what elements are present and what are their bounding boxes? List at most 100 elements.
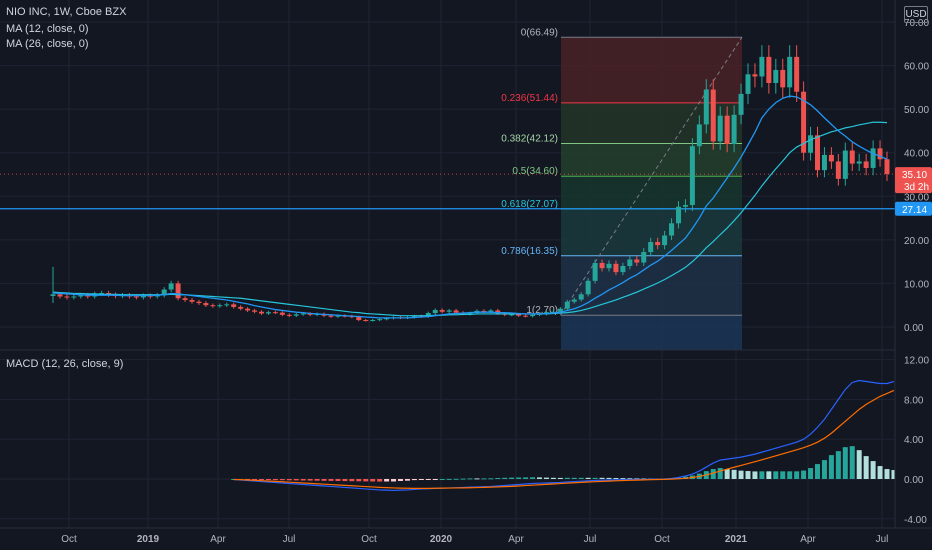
candle-body	[863, 161, 869, 168]
macd-tick-label: 12.00	[904, 356, 929, 367]
candle-body	[849, 150, 855, 164]
candle-body	[634, 259, 640, 263]
candle-body	[453, 310, 459, 313]
candle-body	[439, 310, 445, 312]
macd-histogram-bar	[606, 477, 612, 479]
macd-histogram-bar	[502, 477, 508, 479]
candle-body	[801, 91, 807, 153]
macd-histogram-bar	[286, 479, 292, 481]
macd-histogram-bar	[613, 478, 619, 480]
macd-histogram-bar	[259, 479, 264, 480]
macd-histogram-bar	[766, 471, 772, 479]
macd-histogram-bar	[870, 461, 876, 479]
macd-histogram-bar	[773, 471, 779, 479]
candle-body	[648, 242, 654, 253]
price-tick-label: 10.00	[904, 279, 929, 290]
macd-histogram-bar	[821, 460, 827, 479]
macd-histogram-bar	[835, 451, 841, 479]
candle-body	[773, 69, 779, 84]
legend-macd[interactable]: MACD (12, 26, close, 9)	[6, 358, 124, 370]
candle-body	[57, 294, 63, 297]
candle-body	[140, 295, 146, 298]
candle-body	[488, 310, 494, 312]
macd-histogram-bar	[856, 450, 862, 479]
candle-body	[99, 293, 105, 295]
macd-histogram-bar	[418, 479, 424, 480]
candle-body	[689, 146, 695, 206]
candle-body	[161, 289, 167, 296]
fib-label: 1(2.70)	[526, 305, 558, 316]
time-tick-label: Oct	[654, 534, 670, 545]
symbol-title[interactable]: NIO INC, 1W, Cboe BZX	[6, 6, 127, 18]
candle-body	[828, 154, 834, 162]
candle-body	[224, 304, 230, 306]
macd-histogram-bar	[377, 479, 383, 482]
macd-histogram-bar	[391, 479, 397, 482]
time-tick-label: 2020	[430, 534, 453, 545]
candle-body	[606, 263, 612, 269]
time-tick-label: Apr	[210, 534, 226, 545]
macd-histogram-bar	[849, 446, 855, 479]
candle-body	[557, 308, 563, 312]
macd-histogram-bar	[759, 471, 765, 479]
candle-body	[884, 159, 890, 175]
candle-body	[578, 294, 584, 300]
candle-body	[432, 310, 438, 314]
candle-body	[745, 74, 751, 94]
macd-histogram-bar	[530, 477, 536, 479]
candle-body	[182, 298, 188, 300]
macd-histogram-bar	[891, 470, 897, 479]
candle-body	[356, 316, 362, 321]
candle-body	[780, 69, 786, 88]
candle-body	[662, 235, 668, 246]
price-tick-label: 0.00	[904, 323, 924, 334]
macd-histogram-bar	[710, 469, 716, 479]
macd-line	[233, 379, 895, 492]
candle-body	[717, 115, 723, 142]
fib-label: 0.5(34.60)	[512, 166, 558, 177]
candle-body	[821, 154, 827, 171]
candle-body	[877, 148, 883, 160]
legend-ma12[interactable]: MA (12, close, 0)	[6, 23, 89, 35]
macd-histogram-bar	[425, 479, 431, 480]
candle-body	[592, 262, 598, 281]
macd-histogram-bar	[300, 479, 306, 481]
candle-body	[842, 150, 848, 179]
macd-histogram-bar	[627, 478, 633, 480]
candle-body	[523, 315, 529, 317]
candle-body	[752, 74, 758, 77]
macd-histogram-bar	[293, 479, 299, 481]
candle-body	[286, 314, 292, 316]
candle-body	[259, 311, 264, 314]
macd-histogram-bar	[585, 477, 591, 479]
fib-label: 0.618(27.07)	[501, 199, 558, 210]
candle-body	[71, 296, 77, 298]
macd-histogram-bar	[884, 469, 890, 479]
fib-zone	[561, 176, 742, 210]
macd-histogram-bar	[467, 478, 473, 480]
candle-body	[307, 313, 313, 315]
fib-zone	[561, 315, 742, 350]
candle-body	[550, 311, 556, 313]
candle-body	[133, 296, 139, 298]
currency-badge[interactable]: USD	[904, 6, 928, 23]
macd-histogram-bar	[543, 477, 549, 479]
macd-histogram-bar	[398, 479, 403, 481]
candle-body	[467, 313, 473, 315]
time-tick-label: Oct	[61, 534, 77, 545]
candle-body	[676, 206, 681, 224]
candle-body	[627, 259, 633, 267]
candle-body	[585, 280, 591, 295]
macd-histogram-bar	[550, 477, 556, 479]
macd-histogram-bar	[272, 479, 278, 481]
macd-histogram-bar	[314, 479, 320, 481]
legend-ma26[interactable]: MA (26, close, 0)	[6, 38, 89, 50]
candle-body	[64, 296, 70, 298]
macd-histogram-bar	[370, 479, 376, 482]
candle-body	[599, 262, 605, 269]
candle-body	[300, 313, 306, 315]
macd-histogram-bar	[578, 477, 584, 479]
macd-histogram-bar	[453, 478, 459, 480]
fib-zone	[561, 143, 742, 177]
